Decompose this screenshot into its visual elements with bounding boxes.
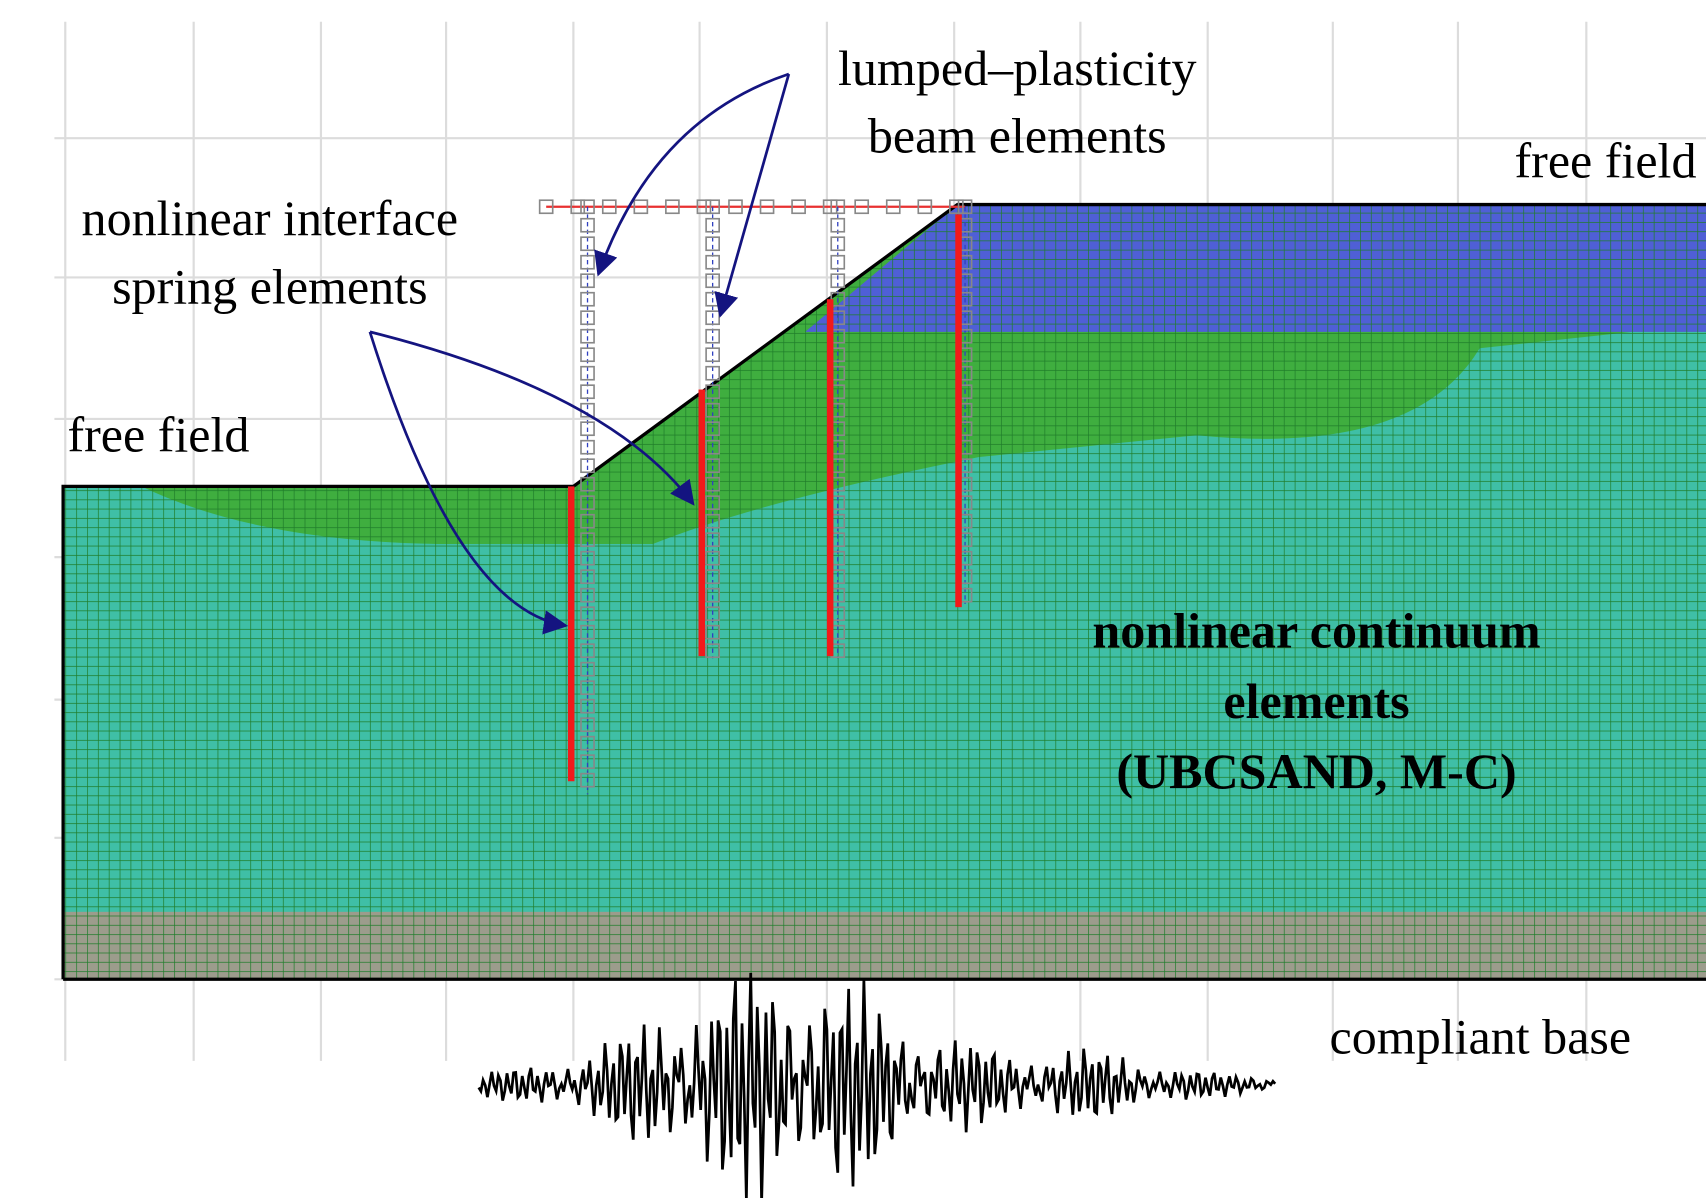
node bbox=[705, 217, 720, 233]
node bbox=[705, 643, 720, 659]
node bbox=[580, 513, 595, 529]
node bbox=[705, 476, 720, 492]
node bbox=[580, 717, 595, 733]
node bbox=[580, 384, 595, 400]
node bbox=[705, 532, 720, 548]
node bbox=[580, 439, 595, 455]
node bbox=[580, 754, 595, 770]
node bbox=[705, 606, 720, 622]
node bbox=[705, 624, 720, 640]
node bbox=[705, 587, 720, 603]
node bbox=[830, 254, 846, 270]
label: spring elements bbox=[112, 259, 428, 315]
node bbox=[580, 680, 595, 696]
node bbox=[580, 661, 595, 677]
node bbox=[580, 236, 595, 252]
node bbox=[580, 254, 595, 270]
node bbox=[580, 772, 595, 788]
arrows bbox=[368, 72, 791, 635]
node bbox=[949, 199, 964, 215]
label: elements bbox=[1223, 673, 1409, 729]
node bbox=[580, 347, 595, 363]
node bbox=[957, 199, 973, 215]
label: free field bbox=[1515, 132, 1697, 188]
node bbox=[885, 199, 901, 215]
node bbox=[854, 199, 870, 215]
node bbox=[705, 328, 720, 344]
node bbox=[705, 458, 720, 474]
node bbox=[580, 458, 595, 474]
label: nonlinear interface bbox=[82, 190, 459, 246]
node bbox=[822, 199, 838, 215]
ground-motion bbox=[477, 972, 1277, 1198]
node bbox=[705, 254, 720, 270]
node bbox=[580, 421, 595, 437]
node bbox=[580, 735, 595, 751]
node bbox=[580, 291, 595, 307]
node bbox=[705, 439, 720, 455]
node bbox=[580, 643, 595, 659]
node bbox=[580, 310, 595, 326]
node bbox=[580, 550, 595, 566]
node bbox=[601, 199, 617, 215]
node bbox=[580, 698, 595, 714]
label: lumped–plasticity bbox=[838, 40, 1197, 96]
label: (UBCSAND, M-C) bbox=[1116, 743, 1516, 799]
node bbox=[696, 199, 712, 215]
node bbox=[705, 421, 720, 437]
node bbox=[570, 199, 586, 215]
label: compliant base bbox=[1330, 1008, 1632, 1064]
node bbox=[728, 199, 743, 215]
node bbox=[705, 569, 720, 585]
node bbox=[580, 569, 595, 585]
node bbox=[580, 273, 595, 289]
piles bbox=[567, 214, 962, 782]
node bbox=[705, 199, 720, 215]
node bbox=[580, 624, 595, 640]
node bbox=[705, 495, 720, 511]
node bbox=[538, 199, 554, 215]
node bbox=[705, 550, 720, 566]
node bbox=[705, 273, 720, 289]
node bbox=[580, 587, 595, 603]
node bbox=[580, 199, 595, 215]
node bbox=[580, 532, 595, 548]
node bbox=[830, 217, 846, 233]
node bbox=[759, 199, 775, 215]
node bbox=[830, 236, 846, 252]
node bbox=[580, 328, 595, 344]
node bbox=[705, 365, 720, 381]
node bbox=[580, 365, 595, 381]
node bbox=[705, 384, 720, 400]
node bbox=[705, 513, 720, 529]
node bbox=[580, 476, 595, 492]
node bbox=[665, 199, 680, 215]
node bbox=[580, 606, 595, 622]
node bbox=[705, 236, 720, 252]
node bbox=[633, 199, 649, 215]
node bbox=[705, 402, 720, 418]
node bbox=[830, 273, 846, 289]
node bbox=[917, 199, 933, 215]
node bbox=[580, 495, 595, 511]
label: nonlinear continuum bbox=[1092, 602, 1540, 658]
node bbox=[705, 347, 720, 363]
node bbox=[791, 199, 806, 215]
node bbox=[580, 217, 595, 233]
label: free field bbox=[67, 407, 249, 463]
label: beam elements bbox=[868, 107, 1167, 163]
node bbox=[830, 199, 846, 215]
